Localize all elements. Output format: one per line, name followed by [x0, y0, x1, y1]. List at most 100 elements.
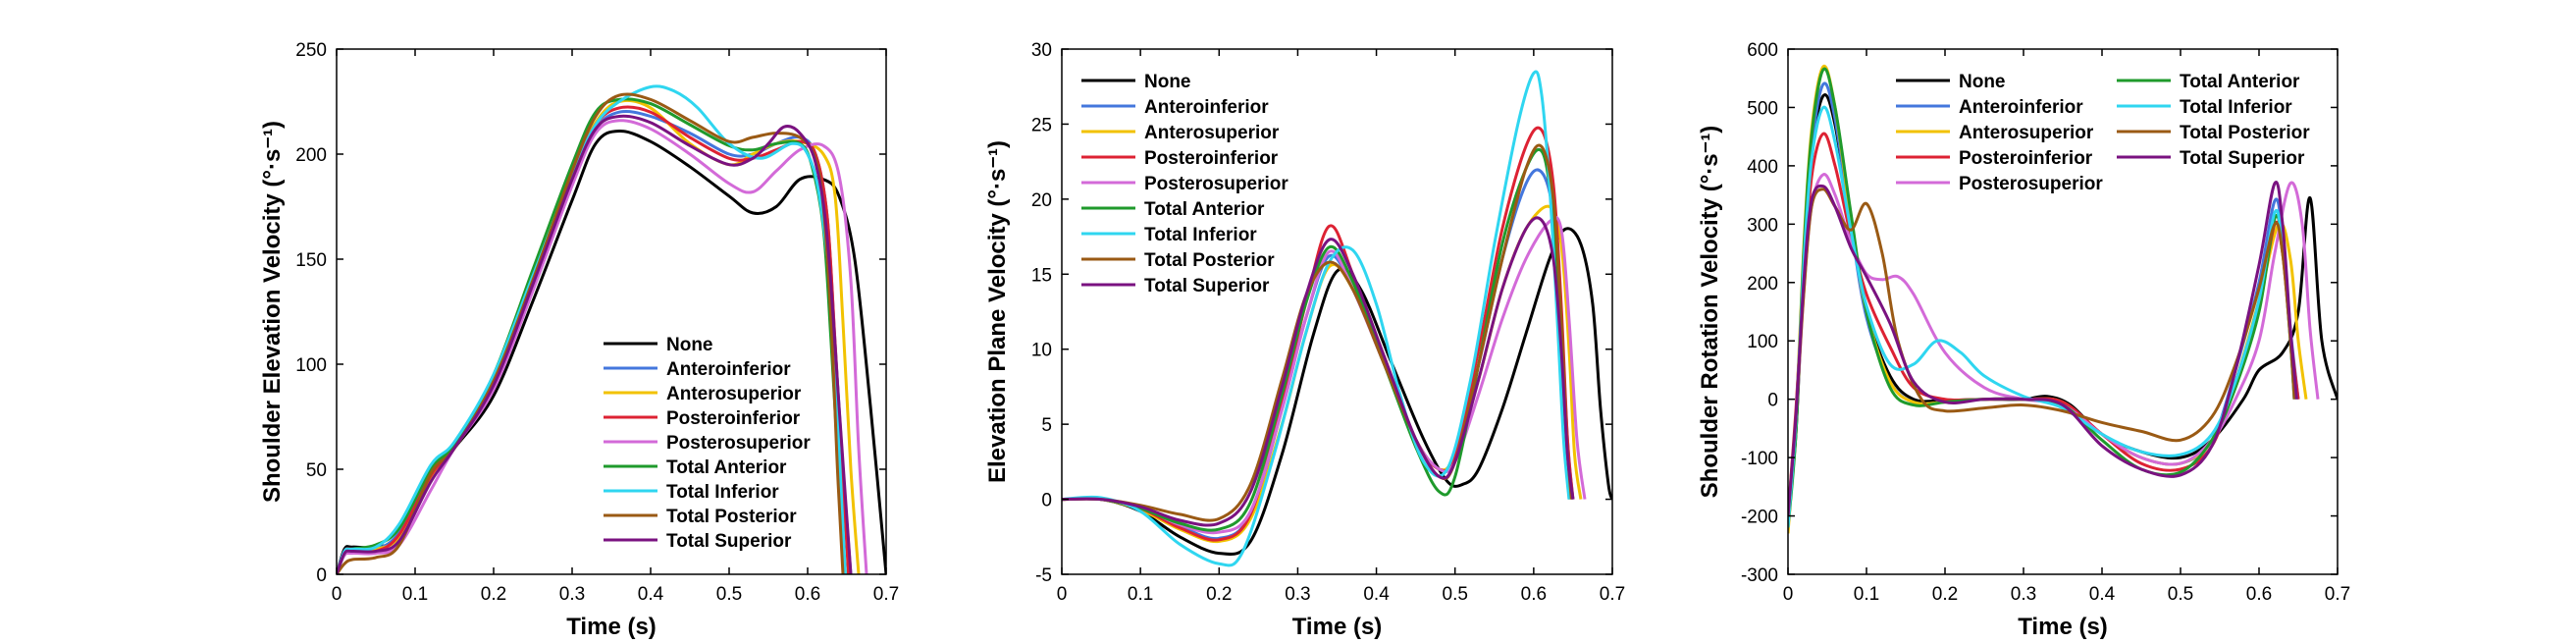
legend-label: Anteroinferior [1959, 97, 2083, 118]
legend-label: Anterosuperior [666, 384, 802, 404]
legend-label: None [1144, 72, 1191, 92]
series-line-total-posterior [1062, 143, 1573, 522]
legend-item: Total Inferior [604, 482, 779, 503]
legend-item: Total Posterior [1081, 250, 1275, 271]
x-tick-label: 0.5 [1443, 584, 1468, 605]
x-tick-label: 0.2 [1206, 584, 1232, 605]
legend: None Anteroinferior Anterosuperior Posteroi… [604, 335, 811, 552]
x-tick-label: 0 [1057, 584, 1068, 605]
x-tick-label: 0.7 [2325, 584, 2350, 605]
legend-item: Posteroinferior [1896, 148, 2093, 169]
legend-item: Posteroinferior [604, 408, 801, 429]
plot-area [1788, 64, 2338, 534]
legend-item: Total Superior [2117, 148, 2305, 169]
x-tick-label: 0 [332, 584, 342, 605]
x-tick-label: 0.4 [2089, 584, 2116, 605]
plot-area [337, 84, 886, 574]
legend-label: Posterosuperior [1144, 174, 1288, 194]
legend-item: Anterosuperior [604, 384, 802, 404]
y-tick-label: 100 [295, 355, 327, 376]
series-line-total-superior [1062, 216, 1575, 527]
x-tick-label: 0 [1783, 584, 1794, 605]
y-tick-label: 10 [1031, 341, 1052, 361]
legend-label: Total Superior [1144, 276, 1270, 296]
series-line-total-anterior [1062, 147, 1572, 532]
legend-label: Total Posterior [2180, 123, 2310, 143]
y-tick-label: 5 [1041, 415, 1052, 436]
axes-frame [1061, 48, 1613, 575]
series-line-anteroinferior [1062, 168, 1575, 541]
legend-label: Total Inferior [1144, 225, 1257, 245]
y-tick-label: 500 [1747, 98, 1778, 119]
y-tick-label: 250 [295, 40, 327, 61]
y-axis-label: Shoulder Rotation Velocity (°·s⁻¹) [1697, 126, 1723, 499]
x-axis-label: Time (s) [2018, 614, 2108, 640]
legend-item: None [1896, 72, 2006, 92]
y-tick-label: -200 [1741, 508, 1778, 528]
y-tick-label: 100 [1747, 332, 1778, 352]
legend-item: Anteroinferior [1081, 97, 1269, 118]
x-tick-label: 0.1 [1128, 584, 1153, 605]
x-tick-label: 0.3 [559, 584, 585, 605]
series-line-total-anterior [337, 97, 847, 574]
y-tick-label: 50 [306, 460, 327, 481]
y-tick-label: 0 [1767, 391, 1778, 411]
legend-label: Posteroinferior [1959, 148, 2093, 169]
legend-label: Posterosuperior [1959, 174, 2103, 194]
y-tick-label: 30 [1031, 40, 1052, 61]
legend-item: None [1081, 72, 1191, 92]
legend-label: Total Posterior [666, 507, 797, 527]
legend-label: Total Anterior [666, 457, 787, 478]
legend-item: Posterosuperior [1896, 174, 2103, 194]
axes-frame [1787, 48, 2339, 575]
chart-panel-3: 0 0.1 0.2 0.3 0.4 0.5 0.6 0.7 -300 -200 -100 0 100 20… [1697, 40, 2350, 640]
x-tick-label: 0.2 [1932, 584, 1958, 605]
y-tick-label: 20 [1031, 190, 1052, 211]
y-tick-label: 600 [1747, 40, 1778, 61]
legend-item: Total Posterior [2117, 123, 2310, 143]
legend-label: Anteroinferior [1144, 97, 1269, 118]
axes-frame [336, 48, 887, 575]
y-tick-label: 0 [316, 565, 327, 586]
legend-label: Total Anterior [1144, 199, 1265, 220]
x-tick-label: 0.1 [1854, 584, 1879, 605]
legend: None Anteroinferior Anterosuperior Posteroi… [1081, 72, 1288, 296]
legend-label: Total Inferior [2180, 97, 2292, 118]
legend-item: Total Inferior [1081, 225, 1257, 245]
y-tick-label: 200 [1747, 274, 1778, 295]
series-line-posterosuperior [1788, 173, 2320, 516]
legend-label: None [666, 335, 713, 355]
legend-item: Total Superior [604, 531, 792, 552]
legend-label: Posterosuperior [666, 433, 811, 454]
series-line-total-inferior [337, 84, 847, 574]
legend-item: Total Anterior [1081, 199, 1265, 220]
series-line-total-superior [337, 114, 853, 574]
legend-label: Total Superior [2180, 148, 2305, 169]
x-tick-label: 0.1 [402, 584, 428, 605]
legend-item: Anteroinferior [1896, 97, 2083, 118]
y-tick-label: 25 [1031, 115, 1052, 135]
y-tick-label: 0 [1041, 491, 1052, 511]
legend-item: Total Posterior [604, 507, 797, 527]
legend-label: Posteroinferior [666, 408, 801, 429]
legend-item: Total Inferior [2117, 97, 2292, 118]
x-tick-label: 0.6 [1521, 584, 1547, 605]
series-line-total-inferior [1788, 105, 2296, 528]
series-line-total-posterior [1788, 188, 2296, 516]
legend-label: Anteroinferior [666, 359, 791, 380]
y-tick-label: -5 [1035, 565, 1052, 586]
y-tick-label: 15 [1031, 265, 1052, 286]
legend-item: None [604, 335, 713, 355]
x-tick-label: 0.6 [2246, 584, 2272, 605]
legend-label: Posteroinferior [1144, 148, 1279, 169]
x-axis-label: Time (s) [1292, 614, 1383, 640]
y-tick-label: 400 [1747, 157, 1778, 178]
x-tick-label: 0.3 [2011, 584, 2036, 605]
x-axis-label: Time (s) [566, 614, 657, 640]
x-tick-label: 0.4 [638, 584, 664, 605]
y-axis-label: Elevation Plane Velocity (°·s⁻¹) [984, 140, 1011, 483]
legend-item: Total Anterior [2117, 72, 2300, 92]
x-tick-label: 0.7 [1600, 584, 1625, 605]
x-tick-label: 0.5 [2168, 584, 2193, 605]
